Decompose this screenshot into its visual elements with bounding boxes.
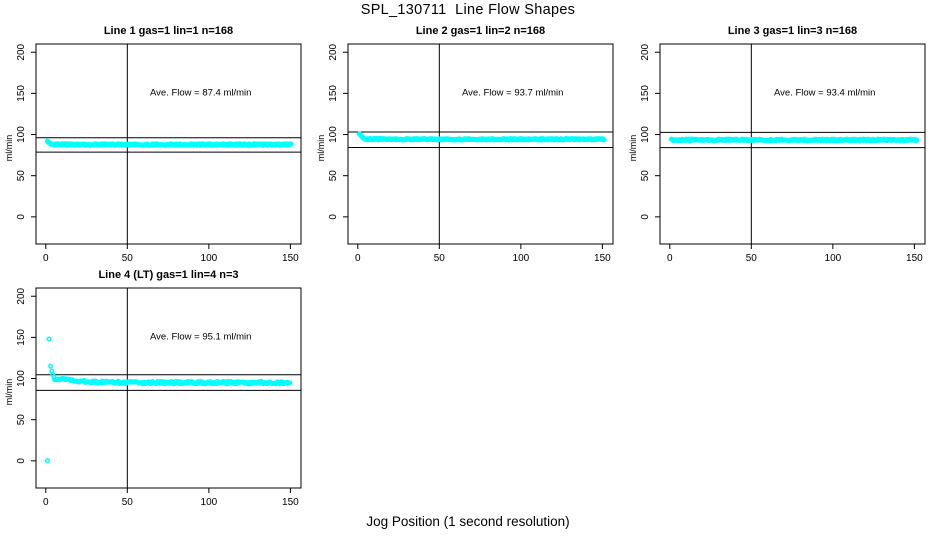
y-tick-label: 50	[16, 414, 27, 426]
y-tick-label: 100	[16, 370, 27, 387]
panel-title: Line 1 gas=1 lin=1 n=168	[104, 25, 233, 37]
y-tick-label: 100	[640, 126, 651, 143]
x-tick-label: 100	[201, 253, 218, 264]
y-tick-label: 150	[328, 85, 339, 102]
panel-line-3: Line 3 gas=1 lin=3 n=168 0 50 100 150 0 50 100 1…	[624, 18, 936, 270]
y-tick-label: 200	[640, 43, 651, 60]
panel-line-4: Line 4 (LT) gas=1 lin=4 n=3 0 50 100 150 0 50 1…	[0, 262, 312, 514]
data-point	[601, 137, 607, 143]
x-tick-label: 100	[825, 253, 842, 264]
panel-title: Line 3 gas=1 lin=3 n=168	[728, 25, 857, 37]
data-points	[668, 136, 920, 144]
x-tick-label: 0	[43, 253, 49, 264]
x-tick-label: 100	[201, 497, 218, 508]
y-axis-label: ml/min	[4, 135, 14, 162]
avg-flow-annotation: Ave. Flow = 87.4 ml/min	[150, 88, 251, 99]
y-tick-label: 0	[328, 214, 339, 220]
data-points	[356, 131, 607, 143]
y-tick-label: 200	[16, 43, 27, 60]
x-tick-label: 50	[122, 497, 134, 508]
plot-box	[659, 43, 926, 245]
plot-svg: Line 2 gas=1 lin=2 n=168 0 50 100 150 0 50 100 1…	[316, 25, 614, 264]
x-tick-label: 50	[434, 253, 446, 264]
y-tick-label: 50	[640, 170, 651, 182]
x-tick-label: 100	[513, 253, 530, 264]
y-tick-label: 150	[16, 85, 27, 102]
avg-flow-annotation: Ave. Flow = 93.4 ml/min	[774, 88, 875, 99]
plot-svg: Line 3 gas=1 lin=3 n=168 0 50 100 150 0 50 100 1…	[628, 25, 926, 264]
panel-title: Line 4 (LT) gas=1 lin=4 n=3	[98, 269, 238, 281]
y-tick-label: 50	[328, 170, 339, 182]
panel-title: Line 2 gas=1 lin=2 n=168	[416, 25, 545, 37]
data-points	[44, 336, 293, 464]
x-tick-label: 0	[43, 497, 49, 508]
plot-box	[35, 287, 302, 489]
y-tick-label: 50	[16, 170, 27, 182]
x-tick-label: 150	[282, 253, 299, 264]
y-tick-label: 100	[328, 126, 339, 143]
data-points	[44, 138, 294, 148]
y-tick-label: 150	[16, 329, 27, 346]
data-point	[288, 141, 294, 147]
data-point	[914, 137, 920, 143]
avg-flow-annotation: Ave. Flow = 95.1 ml/min	[150, 332, 251, 343]
figure-title: SPL_130711 Line Flow Shapes	[360, 2, 576, 18]
y-tick-label: 100	[16, 126, 27, 143]
panel-line-1: Line 1 gas=1 lin=1 n=168 0 50 100 150 0 50 100 1…	[0, 18, 312, 270]
y-tick-label: 0	[640, 214, 651, 220]
data-point	[44, 458, 50, 464]
x-tick-label: 150	[282, 497, 299, 508]
figure-xlabel: Jog Position (1 second resolution)	[366, 514, 570, 529]
x-tick-label: 150	[906, 253, 923, 264]
y-tick-label: 0	[16, 458, 27, 464]
data-point	[287, 380, 293, 386]
x-tick-label: 0	[667, 253, 673, 264]
x-tick-label: 150	[594, 253, 611, 264]
avg-flow-annotation: Ave. Flow = 93.7 ml/min	[462, 88, 563, 99]
y-tick-label: 200	[16, 287, 27, 304]
plot-svg: Line 4 (LT) gas=1 lin=4 n=3 0 50 100 150 0 50 1…	[4, 269, 302, 508]
y-axis-label: ml/min	[316, 135, 326, 162]
plot-box	[35, 43, 302, 245]
y-tick-label: 200	[328, 43, 339, 60]
panel-line-2: Line 2 gas=1 lin=2 n=168 0 50 100 150 0 50 100 1…	[312, 18, 624, 270]
plot-svg: Line 1 gas=1 lin=1 n=168 0 50 100 150 0 50 100 1…	[4, 25, 302, 264]
data-point	[46, 336, 52, 342]
data-point	[48, 363, 54, 369]
y-tick-label: 150	[640, 85, 651, 102]
y-tick-label: 0	[16, 214, 27, 220]
x-tick-label: 50	[746, 253, 758, 264]
x-tick-label: 0	[355, 253, 361, 264]
y-axis-label: ml/min	[4, 379, 14, 406]
plot-box	[347, 43, 614, 245]
y-axis-label: ml/min	[628, 135, 638, 162]
x-tick-label: 50	[122, 253, 134, 264]
